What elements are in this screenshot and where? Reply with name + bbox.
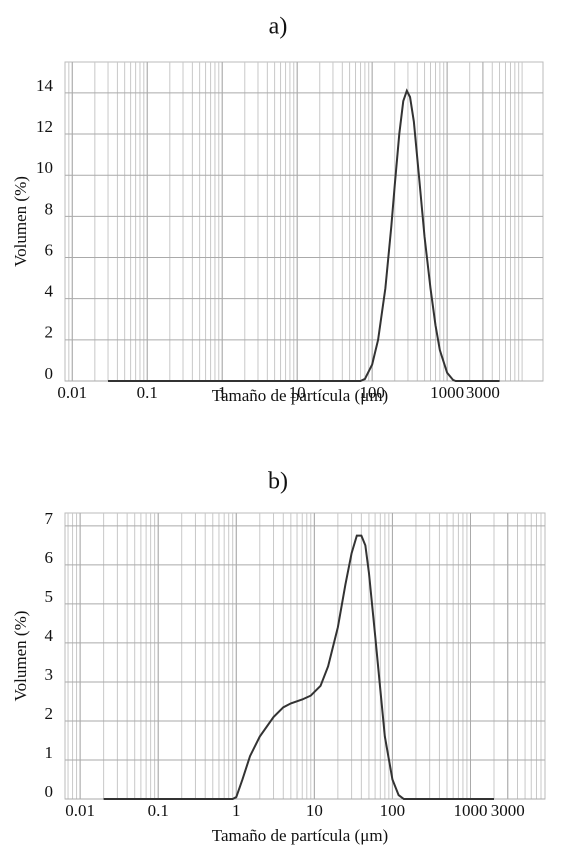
y-tick-label: 2 [45, 323, 54, 342]
y-tick-label: 4 [45, 282, 54, 301]
y-tick-label: 7 [45, 509, 54, 528]
y-tick-label: 4 [45, 626, 54, 645]
y-tick-label: 6 [45, 548, 54, 567]
y-tick-label: 12 [36, 117, 53, 136]
x-tick-label: 0.01 [57, 383, 87, 402]
y-tick-label: 14 [36, 76, 54, 95]
plot-frame [64, 61, 544, 382]
x-tick-label: 100 [359, 383, 385, 402]
x-tick-label: 10 [306, 801, 323, 820]
x-tick-label: 1000 [453, 801, 487, 820]
x-axis-label: Tamaño de partícula (μm) [212, 386, 388, 405]
x-tick-label: 0.1 [148, 801, 169, 820]
x-tick-label: 3000 [466, 383, 500, 402]
x-tick-label: 0.1 [137, 383, 158, 402]
chart-title: b) [268, 469, 288, 495]
x-tick-label: 1000 [430, 383, 464, 402]
x-tick-label: 100 [380, 801, 406, 820]
x-tick-label: 10 [289, 383, 306, 402]
y-tick-label: 3 [45, 665, 54, 684]
y-tick-label: 8 [45, 199, 54, 218]
y-tick-label: 0 [45, 364, 54, 383]
data-line [103, 534, 494, 800]
y-axis-label: Volumen (%) [11, 611, 30, 702]
plot-frame [64, 512, 546, 800]
y-tick-label: 0 [45, 782, 54, 801]
chart-title: a) [269, 14, 288, 40]
x-tick-label: 0.01 [65, 801, 95, 820]
data-line [108, 88, 500, 382]
y-tick-label: 6 [45, 240, 54, 259]
y-tick-label: 10 [36, 158, 53, 177]
y-axis-label: Volumen (%) [11, 176, 30, 267]
y-tick-label: 5 [45, 587, 54, 606]
y-tick-label: 2 [45, 704, 54, 723]
x-tick-label: 3000 [491, 801, 525, 820]
x-axis-label: Tamaño de partícula (μm) [212, 826, 388, 845]
x-tick-label: 1 [218, 383, 227, 402]
x-tick-label: 1 [232, 801, 241, 820]
y-tick-label: 1 [45, 743, 54, 762]
